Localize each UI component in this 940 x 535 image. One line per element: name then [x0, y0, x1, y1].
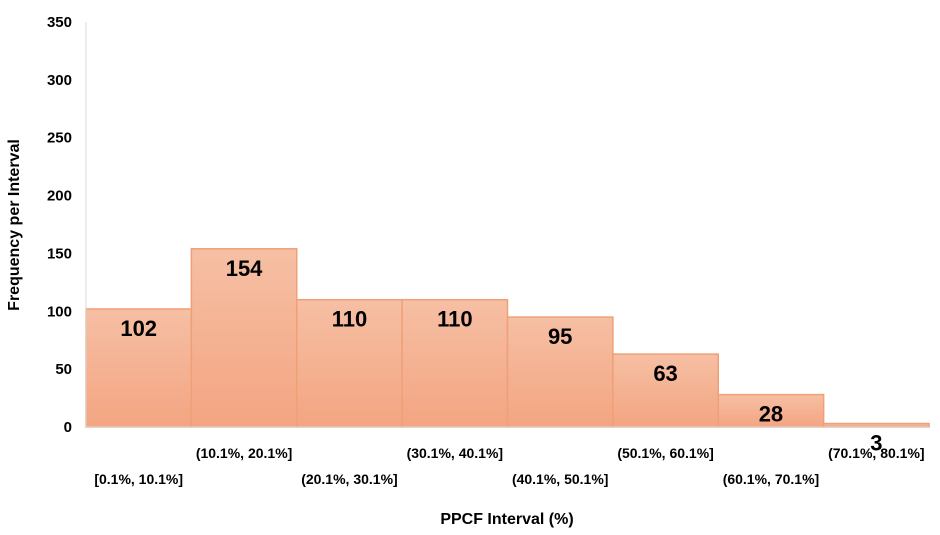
bar — [612, 353, 719, 428]
bar — [822, 422, 930, 428]
x-category-label: (60.1%, 70.1%] — [723, 471, 820, 487]
bar-value-label: 102 — [120, 316, 157, 341]
y-tick-label: 250 — [47, 130, 72, 147]
bar-value-label: 95 — [548, 324, 572, 349]
category-labels: [0.1%, 10.1%] (10.1%, 20.1%] (20.1%, 30.1%… — [94, 445, 924, 487]
bar — [190, 248, 298, 428]
bar — [85, 308, 193, 428]
y-axis-ticks: 0 50 100 150 200 250 300 350 — [47, 14, 72, 436]
x-category-label: (20.1%, 30.1%] — [301, 471, 398, 487]
x-category-label: (50.1%, 60.1%] — [617, 445, 714, 461]
bar-value-label: 154 — [226, 256, 263, 281]
y-tick-label: 0 — [64, 419, 72, 436]
y-tick-label: 150 — [47, 245, 72, 262]
bar-value-label: 63 — [653, 361, 677, 386]
bar-value-label: 110 — [332, 307, 368, 332]
bar-value-label: 28 — [759, 402, 783, 427]
value-labels: 102 154 110 110 95 63 28 3 — [120, 256, 882, 456]
y-tick-label: 350 — [47, 14, 72, 31]
x-category-label: (30.1%, 40.1%] — [407, 445, 504, 461]
x-category-label: (70.1%, 80.1%] — [828, 445, 925, 461]
x-axis-title: PPCF Interval (%) — [440, 511, 573, 528]
bar-value-label: 110 — [437, 307, 473, 332]
bar — [296, 298, 403, 428]
bar — [401, 298, 509, 428]
bars — [85, 248, 930, 428]
y-tick-label: 100 — [47, 303, 72, 320]
y-tick-label: 50 — [55, 361, 72, 378]
y-tick-label: 300 — [47, 72, 72, 89]
y-axis-title: Frequency per Interval — [6, 139, 23, 311]
x-category-label: (40.1%, 50.1%] — [512, 471, 609, 487]
x-category-label: [0.1%, 10.1%] — [94, 471, 183, 487]
y-tick-label: 200 — [47, 188, 72, 205]
x-category-label: (10.1%, 20.1%] — [196, 445, 293, 461]
bar-value-label: 3 — [870, 431, 882, 456]
